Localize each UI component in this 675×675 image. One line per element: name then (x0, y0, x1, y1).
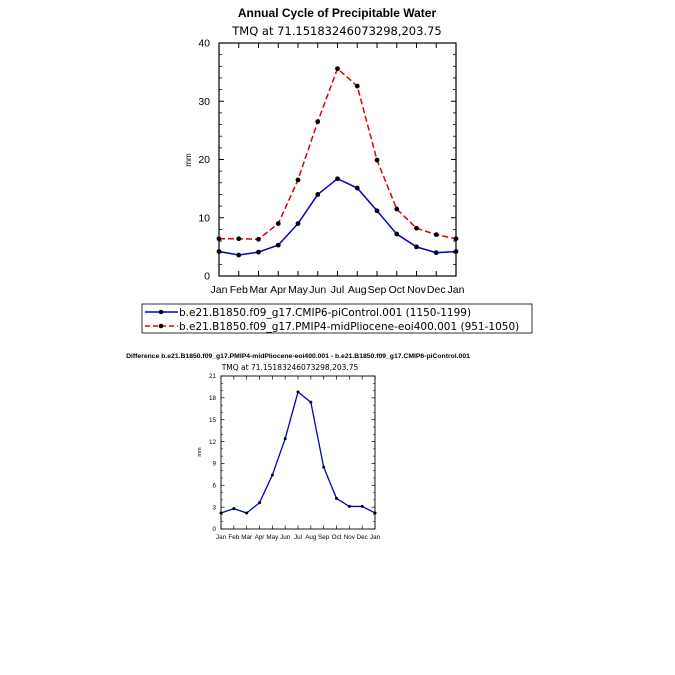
x-tick-label: Jun (280, 534, 291, 541)
chart2-title: Difference b.e21.B1850.f09_g17.PMIP4-mid… (126, 353, 470, 360)
series-1-point (360, 504, 364, 508)
y-tick-label: 21 (209, 373, 217, 380)
y-tick-label: 0 (204, 271, 210, 283)
series-1-point (453, 249, 459, 254)
chart2-ylabel: mm (197, 447, 203, 457)
y-tick-label: 20 (198, 154, 210, 166)
y-tick-label: 15 (209, 417, 217, 424)
series-1-point (275, 242, 281, 248)
series-2-point (394, 206, 400, 212)
series-1-point (309, 400, 313, 404)
chart1-plot: Jan Feb Mar Apr May Jun Jul Aug Sep Oct Nov Dec Jan0… (198, 38, 464, 296)
series-2-point (433, 232, 439, 238)
x-tick-label: Jan (448, 284, 465, 296)
series-2-point (216, 236, 222, 242)
x-tick-label: May (266, 534, 279, 541)
legend-box (141, 303, 533, 334)
series-1-point (315, 192, 321, 197)
series-1-point (394, 231, 400, 237)
series-1-point (245, 511, 249, 515)
x-tick-label: Oct (389, 284, 405, 296)
x-tick-label: Oct (332, 534, 342, 541)
series-1-point (258, 501, 261, 505)
x-tick-label: Nov (344, 534, 356, 541)
x-tick-label: Dec (357, 534, 368, 541)
series-1-point (322, 465, 326, 469)
series-2-point (236, 236, 242, 242)
series-2-point (335, 66, 340, 72)
series-2-point (414, 225, 419, 231)
y-tick-label: 18 (209, 395, 217, 402)
series-line-1 (220, 390, 376, 514)
chart1-legend: b.e21.B1850.f09_g17.CMIP6-piControl.001 … (141, 303, 533, 334)
y-tick-label: 10 (198, 212, 210, 224)
y-tick-label: 6 (212, 482, 216, 489)
series-1-point (296, 390, 300, 394)
x-tick-label: Feb (230, 284, 248, 296)
x-tick-label: Sep (318, 534, 330, 541)
series-1-point (219, 511, 223, 515)
series-1-point (373, 511, 377, 515)
chart2-subtitle: TMQ at 71.15183246073298,203.75 (221, 363, 359, 372)
series-2-point (453, 236, 459, 242)
x-tick-label: Sep (368, 284, 387, 296)
series-2-point (275, 221, 281, 226)
x-tick-label: Mar (249, 284, 268, 296)
chart1-ylabel: mm (184, 153, 193, 167)
series-2-point (315, 119, 321, 125)
x-tick-label: Jun (309, 284, 326, 296)
y-tick-label: 3 (212, 504, 216, 511)
series-line-2 (219, 67, 457, 241)
legend-label-series-1: b.e21.B1850.f09_g17.CMIP6-piControl.001 … (179, 307, 471, 319)
x-tick-label: Jul (294, 534, 302, 541)
series-1-point (335, 496, 338, 500)
x-tick-label: May (288, 284, 309, 296)
x-tick-label: Aug (305, 534, 317, 541)
x-tick-label: Mar (241, 534, 252, 541)
series-2-point (354, 83, 360, 89)
plot-frame (218, 42, 457, 277)
series-2-point (256, 236, 261, 242)
series-1-point (354, 185, 360, 191)
y-tick-label: 9 (212, 461, 216, 468)
x-tick-label: Jan (216, 534, 227, 541)
series-1-point (256, 249, 261, 255)
legend-marker-series-2 (158, 323, 164, 329)
y-tick-label: 30 (198, 96, 210, 108)
series-2-point (374, 157, 380, 163)
series-1-point (414, 244, 419, 250)
series-1-point (270, 473, 274, 477)
chart1-title: Annual Cycle of Precipitable Water (238, 6, 437, 20)
legend-marker-series-1 (158, 309, 164, 315)
x-tick-label: Dec (427, 284, 446, 296)
y-tick-label: 40 (198, 38, 210, 50)
y-tick-label: 12 (209, 439, 217, 446)
x-tick-label: Jan (370, 534, 381, 541)
legend-label-series-2: b.e21.B1850.f09_g17.PMIP4-midPliocene-eo… (179, 321, 519, 333)
x-tick-label: Nov (407, 284, 426, 296)
series-1-point (433, 250, 439, 256)
x-tick-label: Jan (211, 284, 228, 296)
x-tick-label: Feb (228, 534, 239, 541)
series-1-point (347, 504, 351, 508)
y-tick-label: 0 (212, 526, 216, 533)
x-tick-label: Apr (270, 284, 287, 296)
series-line-1 (218, 177, 457, 256)
x-tick-label: Jul (331, 284, 344, 296)
series-1-point (232, 507, 236, 511)
chart2-plot: Jan Feb Mar Apr May Jun Jul Aug Sep Oct Nov Dec Jan0… (209, 373, 381, 541)
chart1-subtitle: TMQ at 71.15183246073298,203.75 (231, 24, 441, 38)
series-2-point (295, 177, 301, 183)
series-1-point (374, 208, 380, 214)
series-1-point (335, 176, 340, 182)
series-1-point (236, 252, 242, 258)
series-1-point (295, 221, 301, 226)
x-tick-label: Aug (348, 284, 367, 296)
series-1-point (283, 437, 287, 441)
series-1-point (216, 249, 222, 254)
x-tick-label: Apr (255, 534, 265, 541)
